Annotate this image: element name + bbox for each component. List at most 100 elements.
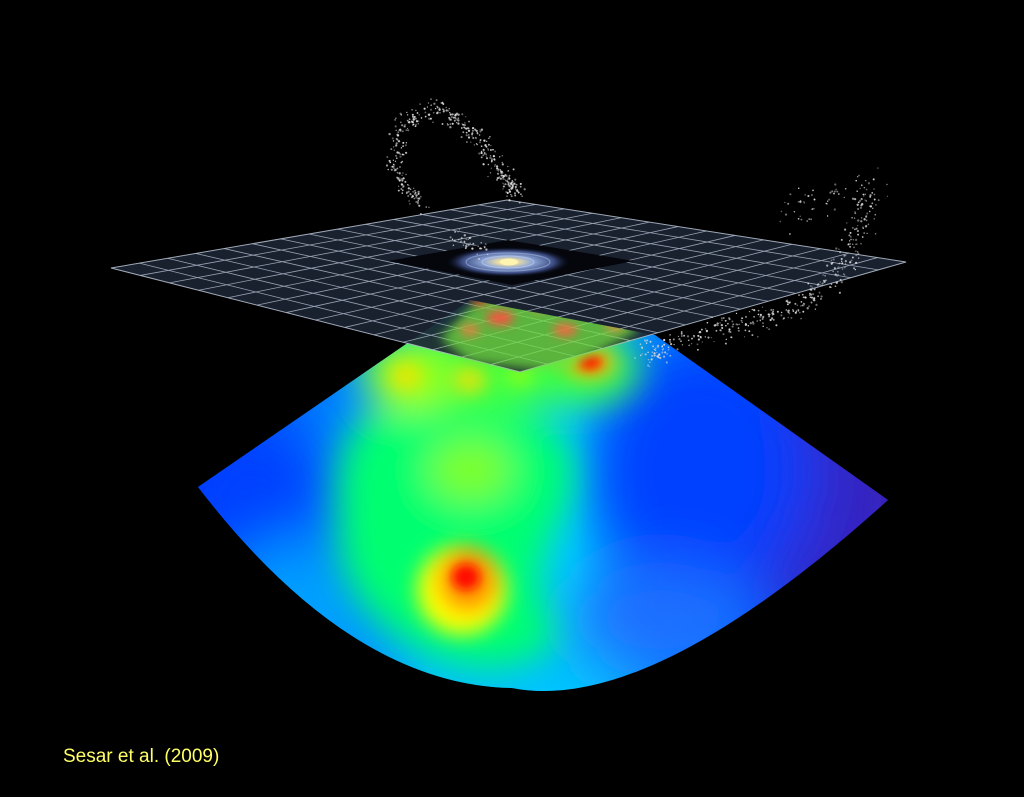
star-particle <box>865 214 868 218</box>
star-particle <box>465 127 468 130</box>
star-particle <box>686 335 690 338</box>
star-particle <box>401 130 404 133</box>
star-particle <box>669 340 672 344</box>
star-particle <box>399 155 402 158</box>
star-particle <box>814 308 817 310</box>
star-particle <box>645 342 648 344</box>
star-particle <box>868 210 871 213</box>
star-particle <box>393 149 396 152</box>
star-particle <box>446 123 449 126</box>
star-particle <box>483 245 486 248</box>
star-particle <box>463 240 466 243</box>
star-particle <box>772 313 775 315</box>
star-particle <box>491 158 493 160</box>
star-particle <box>688 344 691 347</box>
star-particle <box>406 183 409 186</box>
star-particle <box>819 281 821 283</box>
star-particle <box>490 160 493 163</box>
star-particle <box>508 184 511 187</box>
star-particle <box>844 267 846 269</box>
star-particle <box>523 188 526 191</box>
star-particle <box>505 179 507 182</box>
star-particle <box>860 184 863 187</box>
star-particle <box>654 354 656 357</box>
star-particle <box>424 111 427 114</box>
star-particle <box>499 168 502 171</box>
star-particle <box>843 196 845 199</box>
star-particle <box>722 333 725 336</box>
star-particle <box>801 293 804 296</box>
star-particle <box>471 247 474 250</box>
grid-line <box>344 235 736 328</box>
star-particle <box>390 168 393 171</box>
star-particle <box>692 334 695 337</box>
star-particle <box>427 113 431 116</box>
star-particle <box>869 194 872 197</box>
star-particle <box>495 165 499 168</box>
star-particle <box>393 169 397 172</box>
star-particle <box>865 215 868 218</box>
star-particle <box>744 315 748 318</box>
star-particle <box>397 134 400 136</box>
star-particle <box>485 153 487 155</box>
star-particle <box>417 199 419 202</box>
star-particle <box>409 193 412 196</box>
star-particle <box>482 154 485 157</box>
star-particle <box>415 109 417 112</box>
star-particle <box>405 151 408 154</box>
star-particle <box>641 353 644 355</box>
star-particle <box>454 114 457 117</box>
star-particle <box>397 131 400 133</box>
star-particle <box>806 307 809 310</box>
star-particle <box>713 340 715 343</box>
star-particle <box>776 310 779 313</box>
star-particle <box>772 319 775 321</box>
star-particle <box>751 308 754 311</box>
star-particle <box>886 183 888 186</box>
star-particle <box>489 156 492 159</box>
star-particle <box>875 204 877 206</box>
star-particle <box>761 306 764 308</box>
star-particle <box>728 328 731 331</box>
star-particle <box>414 190 416 192</box>
star-particle <box>418 204 421 207</box>
star-particle <box>501 161 504 164</box>
star-particle <box>480 242 482 244</box>
star-particle <box>697 338 701 341</box>
star-particle <box>716 324 719 327</box>
star-particle <box>657 344 660 347</box>
star-particle <box>797 187 800 189</box>
star-particle <box>397 185 400 187</box>
star-particle <box>796 304 798 306</box>
star-particle <box>494 164 497 166</box>
star-particle <box>471 135 473 137</box>
star-particle <box>402 177 405 180</box>
star-particle <box>724 342 727 345</box>
star-particle <box>762 325 764 328</box>
star-particle <box>839 251 842 254</box>
star-particle <box>514 185 517 189</box>
star-particle <box>457 113 460 116</box>
star-particle <box>462 244 465 246</box>
star-particle <box>393 146 395 148</box>
star-particle <box>728 318 731 321</box>
star-particle <box>393 167 395 170</box>
star-particle <box>815 303 818 307</box>
star-particle <box>487 148 489 150</box>
star-particle <box>411 195 414 198</box>
star-particle <box>825 279 827 281</box>
star-particle <box>780 314 783 317</box>
star-particle <box>400 147 403 149</box>
star-particle <box>676 348 679 351</box>
star-particle <box>508 174 511 177</box>
star-particle <box>400 161 403 164</box>
star-particle <box>853 197 857 201</box>
star-particle <box>457 230 459 233</box>
star-particle <box>465 116 467 118</box>
star-particle <box>780 210 783 213</box>
star-particle <box>768 315 771 318</box>
star-particle <box>855 250 857 252</box>
star-particle <box>467 127 470 130</box>
star-particle <box>402 141 405 144</box>
star-particle <box>506 180 509 183</box>
